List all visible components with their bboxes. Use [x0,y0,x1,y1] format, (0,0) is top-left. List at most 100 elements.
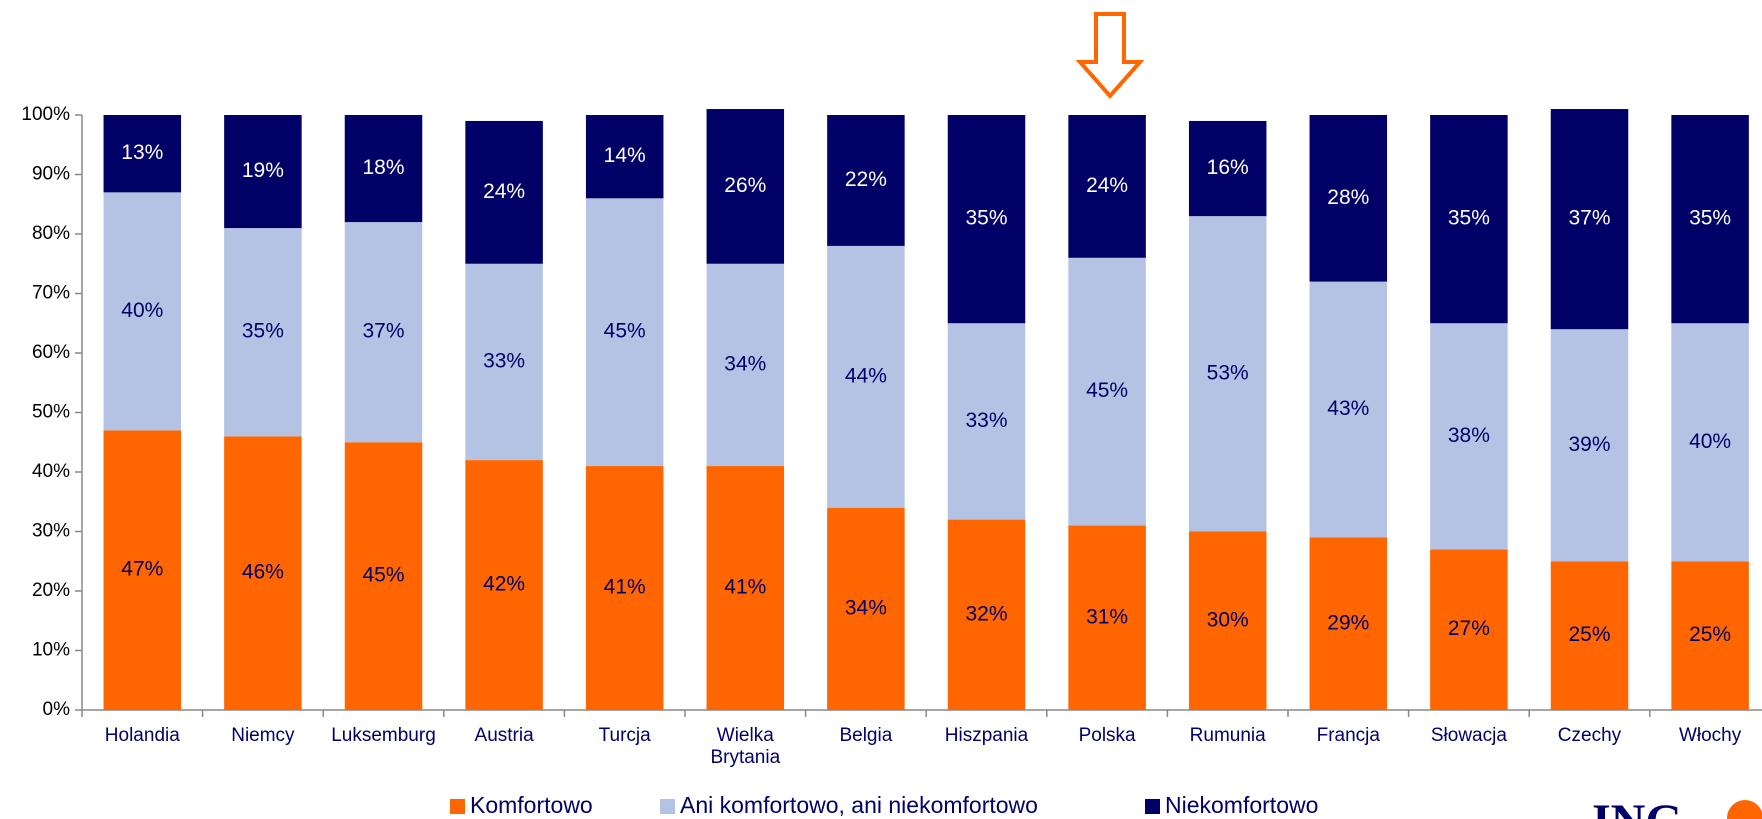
x-tick-label: Holandia [104,725,180,746]
bar-segment [1550,329,1629,562]
y-tick-label: 100% [21,104,70,125]
value-label: 18% [362,156,404,179]
value-label: 27% [1448,617,1490,640]
value-label: 28% [1327,186,1369,209]
bar-segment [1430,549,1508,710]
bar-segment [344,115,423,223]
value-label: 35% [242,320,284,343]
x-tick-label: Słowacja [1430,725,1507,746]
bar-segment [706,466,785,710]
y-tick-label: 50% [32,402,70,423]
highlight-arrow [1075,12,1145,100]
y-tick-label: 40% [32,461,70,482]
y-tick-label: 0% [43,699,71,720]
x-tick-label: Czechy [1557,725,1622,746]
logo-lion [1727,800,1762,819]
x-tick-label: Wielka Brytania [710,725,781,768]
bar-segment [1068,525,1146,710]
bar-segment [1430,323,1508,550]
value-label: 22% [845,168,887,191]
value-label: 35% [1448,207,1490,230]
value-label: 33% [483,349,525,372]
value-label: 30% [1207,608,1249,631]
bar-segment [1671,323,1749,562]
y-tick-label: 80% [32,223,70,244]
bar-segment [103,115,182,193]
value-label: 39% [1568,433,1610,456]
logo: ING [1592,795,1683,819]
bar-segment [827,507,905,710]
bar-segment [465,460,543,710]
x-tick-label: Włochy [1678,725,1742,746]
y-tick-label: 20% [32,580,70,601]
bar-segment [224,436,302,710]
bar-segment [1550,561,1629,710]
legend-label: Ani komfortowo, ani niekomfortowo [680,792,1038,818]
bar-segment [1188,216,1267,532]
bar-segment [1188,120,1267,217]
bar-segment [1550,109,1629,330]
bar-segment [947,115,1026,324]
value-label: 41% [604,576,646,599]
x-tick-label: Niemcy [231,725,295,746]
legend-label: Niekomfortowo [1165,792,1318,818]
value-label: 35% [1689,207,1731,230]
x-tick-label: Luksemburg [331,725,436,746]
value-label: 14% [604,144,646,167]
x-tick-label: Rumunia [1189,725,1266,746]
bar-segment [1309,281,1388,538]
value-label: 45% [362,564,404,587]
value-label: 42% [483,573,525,596]
value-label: 40% [121,299,163,322]
x-tick-label: Belgia [839,725,893,746]
x-tick-label: Francja [1316,725,1380,746]
legend-swatch [1145,799,1160,814]
value-label: 37% [362,320,404,343]
bar-segment [1309,537,1388,710]
value-label: 25% [1689,623,1731,646]
value-label: 34% [845,596,887,619]
bar-segment [947,323,1026,520]
bar-segment [1068,257,1146,526]
value-label: 47% [121,558,163,581]
legend-label: Komfortowo [470,792,593,818]
bar-segment [585,115,664,199]
value-label: 44% [845,364,887,387]
legend-swatch [450,799,465,814]
bar-segment [1430,115,1508,324]
value-label: 40% [1689,430,1731,453]
value-label: 31% [1086,605,1128,628]
bar-segment [344,222,423,443]
value-label: 29% [1327,611,1369,634]
bar-segment [706,109,785,264]
y-tick-label: 30% [32,521,70,542]
x-tick-label: Polska [1078,725,1136,746]
bar-segment [1671,561,1749,710]
value-label: 13% [121,141,163,164]
bar-segment [947,519,1026,710]
bar-segment [827,115,905,246]
value-label: 45% [604,320,646,343]
value-label: 32% [965,602,1007,625]
bar-segment [1671,115,1749,324]
value-label: 24% [483,180,525,203]
bar-segment [224,228,302,437]
bar-segment [465,120,543,264]
y-tick-label: 90% [32,164,70,185]
value-label: 16% [1207,156,1249,179]
value-label: 41% [724,576,766,599]
bar-segment [1188,531,1267,710]
value-label: 46% [242,561,284,584]
value-label: 24% [1086,174,1128,197]
bar-segment [344,442,423,710]
value-label: 25% [1568,623,1610,646]
value-label: 26% [724,174,766,197]
bar-segment [103,430,182,710]
value-label: 37% [1568,207,1610,230]
bar-segment [827,245,905,508]
y-tick-label: 10% [32,640,70,661]
x-tick-label: Turcja [598,725,651,746]
bar-segment [585,466,664,710]
